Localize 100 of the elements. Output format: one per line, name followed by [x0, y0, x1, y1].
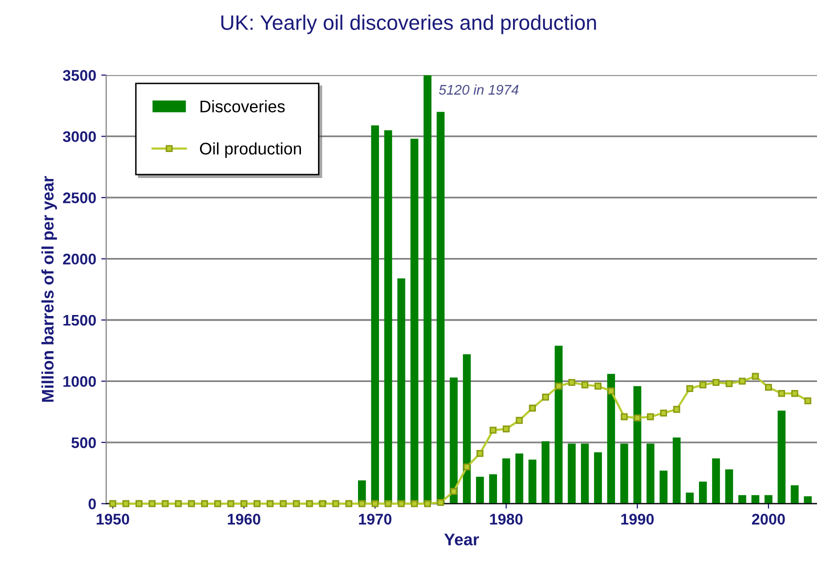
point: [266, 500, 274, 508]
point: [476, 450, 484, 457]
point: [804, 397, 812, 404]
point: [686, 385, 694, 392]
bar: [424, 75, 432, 504]
y-tick-label: 3500: [62, 70, 96, 81]
point: [620, 413, 628, 420]
point: [332, 500, 340, 508]
bar: [450, 378, 458, 504]
point: [608, 388, 615, 394]
point: [568, 378, 576, 386]
bar: [580, 444, 589, 504]
bar: [764, 495, 772, 504]
x-tick-label: 1980: [490, 514, 523, 525]
point: [306, 500, 313, 508]
point: [542, 394, 550, 401]
bar: [436, 112, 445, 504]
annotation: 5120 in 1974: [438, 84, 518, 95]
bar: [554, 346, 563, 504]
point: [673, 406, 680, 413]
point: [214, 500, 222, 508]
point: [555, 382, 562, 390]
point: [398, 500, 405, 508]
point: [594, 382, 602, 390]
bar: [462, 354, 471, 504]
x-tick-label: 1970: [359, 514, 392, 525]
point: [437, 498, 444, 506]
point: [372, 500, 379, 508]
point: [752, 372, 759, 380]
x-tick-label: 1950: [96, 514, 130, 525]
bar: [620, 444, 628, 504]
point: [319, 500, 326, 508]
point: [424, 500, 431, 508]
bar: [397, 278, 406, 504]
point: [280, 500, 287, 508]
point: [162, 500, 169, 508]
point: [410, 500, 418, 508]
x-tick-label: 1960: [228, 514, 260, 525]
legend-label: Discoveries: [200, 100, 285, 112]
x-axis-title: Year: [444, 534, 479, 546]
y-tick-label: 1000: [63, 376, 96, 387]
bar: [686, 492, 694, 504]
point: [726, 380, 733, 388]
bar: [646, 444, 654, 504]
y-tick-label: 500: [71, 437, 96, 448]
point: [109, 500, 116, 508]
bar: [633, 386, 642, 504]
bar: [568, 444, 576, 504]
x-tick-label: 2000: [752, 514, 785, 525]
bar: [712, 458, 720, 504]
bar: [371, 125, 379, 504]
point: [791, 390, 798, 397]
y-tick-label: 0: [88, 498, 96, 510]
bar: [410, 138, 418, 504]
bar: [804, 496, 812, 504]
y-tick-label: 1500: [63, 314, 96, 326]
point: [136, 500, 142, 508]
point: [646, 413, 654, 420]
bar: [725, 469, 734, 504]
bar: [476, 476, 484, 504]
point: [660, 410, 668, 417]
point: [490, 426, 497, 434]
point: [345, 500, 352, 508]
bar: [672, 438, 681, 504]
point: [738, 378, 746, 385]
point: [254, 500, 260, 508]
chart-title: UK: Yearly oil discoveries and production: [221, 14, 596, 34]
bar: [594, 452, 602, 504]
point: [516, 416, 523, 424]
bar: [698, 482, 707, 504]
y-axis-title: Million barrels of oil per year: [41, 176, 57, 402]
bar: [528, 460, 536, 504]
point: [778, 390, 786, 397]
point: [188, 500, 195, 508]
bar: [515, 453, 524, 504]
y-tick-label: 2000: [63, 254, 96, 264]
legend-label: Oil production: [200, 142, 301, 158]
point: [201, 500, 208, 508]
point: [699, 381, 706, 388]
bar: [489, 474, 498, 504]
bar: [790, 485, 799, 504]
point: [765, 384, 772, 391]
point: [463, 463, 470, 470]
y-tick-label: 2500: [63, 192, 96, 204]
bar: [751, 495, 760, 504]
point: [528, 404, 536, 412]
bar: [778, 410, 786, 504]
point: [358, 500, 366, 508]
point: [174, 500, 182, 508]
y-tick-label: 3000: [62, 131, 96, 142]
point: [292, 500, 300, 508]
point: [450, 488, 458, 495]
point: [634, 414, 641, 422]
bar: [384, 130, 392, 504]
bar: [607, 374, 616, 504]
point: [581, 381, 588, 388]
bar: [660, 470, 668, 504]
point: [227, 500, 234, 508]
point: [502, 425, 510, 432]
point: [122, 500, 130, 508]
